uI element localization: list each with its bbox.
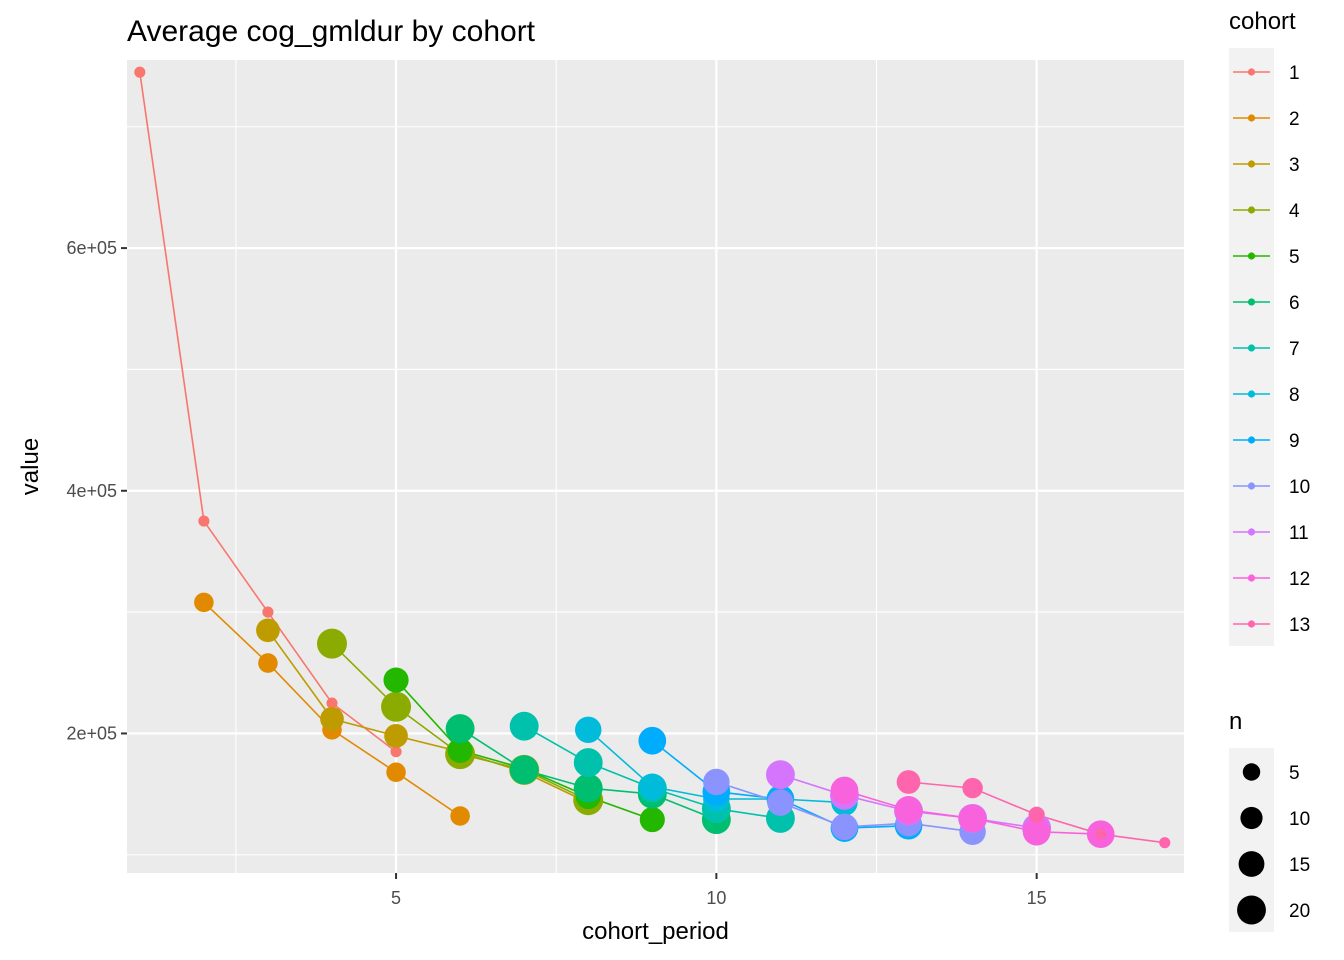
data-point bbox=[450, 806, 470, 826]
y-axis: 2e+05 4e+05 6e+05 bbox=[66, 238, 127, 743]
data-point bbox=[316, 628, 347, 659]
legend-key-point bbox=[1247, 160, 1256, 168]
size-legend-key bbox=[1240, 806, 1263, 830]
legend-key-point bbox=[1247, 252, 1256, 260]
legend-label-cohort: 5 bbox=[1289, 247, 1300, 268]
legend-label-cohort: 9 bbox=[1289, 431, 1300, 452]
data-point bbox=[894, 796, 923, 824]
data-point bbox=[1022, 817, 1051, 846]
data-point bbox=[134, 66, 146, 78]
legend-key-point bbox=[1247, 482, 1256, 490]
legend-key-point bbox=[1247, 206, 1256, 214]
data-point bbox=[445, 714, 475, 744]
size-legend: n 5 10 15 20 bbox=[1229, 708, 1310, 932]
data-point bbox=[1159, 837, 1171, 849]
legend-label-cohort: 11 bbox=[1289, 523, 1309, 544]
data-point bbox=[831, 813, 858, 841]
size-legend-label: 10 bbox=[1289, 809, 1310, 830]
data-point bbox=[320, 707, 344, 731]
data-point bbox=[256, 618, 280, 643]
legend-label-cohort: 7 bbox=[1289, 339, 1300, 360]
size-legend-label: 15 bbox=[1289, 855, 1310, 876]
data-point bbox=[639, 773, 666, 801]
legend-key-point bbox=[1247, 114, 1256, 122]
data-point bbox=[638, 726, 667, 755]
minor-grid bbox=[127, 60, 1184, 873]
y-tick-label: 2e+05 bbox=[66, 723, 117, 743]
data-point bbox=[390, 746, 402, 758]
y-axis-title: value bbox=[17, 438, 44, 495]
data-point bbox=[575, 716, 602, 744]
legend-key-point bbox=[1247, 390, 1256, 398]
size-legend-key bbox=[1238, 851, 1265, 877]
legend-key-point bbox=[1247, 574, 1256, 582]
y-tick-label: 6e+05 bbox=[66, 238, 117, 258]
data-point bbox=[765, 760, 795, 790]
data-point bbox=[383, 667, 409, 693]
legend-key-point bbox=[1247, 68, 1256, 76]
data-point bbox=[262, 606, 274, 618]
data-point bbox=[573, 748, 603, 778]
x-axis: 5 10 15 bbox=[391, 873, 1047, 908]
y-tick-label: 4e+05 bbox=[66, 481, 117, 501]
data-point bbox=[639, 807, 665, 833]
data-point bbox=[386, 762, 406, 783]
x-tick-label: 5 bbox=[391, 888, 401, 908]
data-point bbox=[194, 592, 214, 613]
legend-label-cohort: 13 bbox=[1289, 615, 1310, 636]
data-point bbox=[258, 653, 278, 673]
data-point bbox=[1028, 806, 1045, 823]
legend-label-cohort: 10 bbox=[1289, 477, 1310, 498]
legend-label-cohort: 4 bbox=[1289, 201, 1300, 222]
legend-key-point bbox=[1247, 620, 1256, 628]
data-point bbox=[1095, 828, 1107, 840]
data-point bbox=[962, 777, 983, 799]
data-point bbox=[326, 697, 338, 709]
size-legend-title: n bbox=[1229, 708, 1242, 735]
size-legend-label: 5 bbox=[1289, 763, 1300, 784]
data-point bbox=[509, 755, 539, 785]
legend-label-cohort: 6 bbox=[1289, 293, 1300, 314]
data-point bbox=[767, 789, 794, 816]
x-tick-label: 15 bbox=[1027, 888, 1047, 908]
data-point bbox=[573, 773, 603, 803]
legend-label-cohort: 1 bbox=[1289, 63, 1300, 84]
data-point bbox=[381, 691, 412, 722]
data-point bbox=[447, 737, 473, 764]
chart-title: Average cog_gmldur by cohort bbox=[127, 15, 536, 48]
data-point bbox=[509, 711, 539, 741]
data-point bbox=[896, 770, 921, 794]
size-legend-label: 20 bbox=[1289, 901, 1310, 922]
data-point bbox=[703, 768, 730, 796]
legend-label-cohort: 12 bbox=[1289, 569, 1310, 590]
size-legend-key bbox=[1242, 763, 1261, 781]
legend-label-cohort: 2 bbox=[1289, 109, 1300, 130]
color-legend-title: cohort bbox=[1229, 8, 1296, 35]
legend-key-point bbox=[1247, 528, 1256, 536]
data-point bbox=[958, 804, 987, 833]
legend-key-point bbox=[1247, 436, 1256, 444]
data-point bbox=[198, 515, 210, 527]
legend-key-point bbox=[1247, 344, 1256, 352]
data-point bbox=[830, 776, 859, 805]
size-legend-key bbox=[1237, 895, 1266, 925]
x-tick-label: 10 bbox=[706, 888, 726, 908]
x-axis-title: cohort_period bbox=[582, 918, 729, 945]
data-point bbox=[384, 724, 408, 748]
series-points bbox=[134, 66, 1171, 849]
legend-key-point bbox=[1247, 298, 1256, 306]
legend-label-cohort: 8 bbox=[1289, 385, 1300, 406]
legend-label-cohort: 3 bbox=[1289, 155, 1300, 176]
